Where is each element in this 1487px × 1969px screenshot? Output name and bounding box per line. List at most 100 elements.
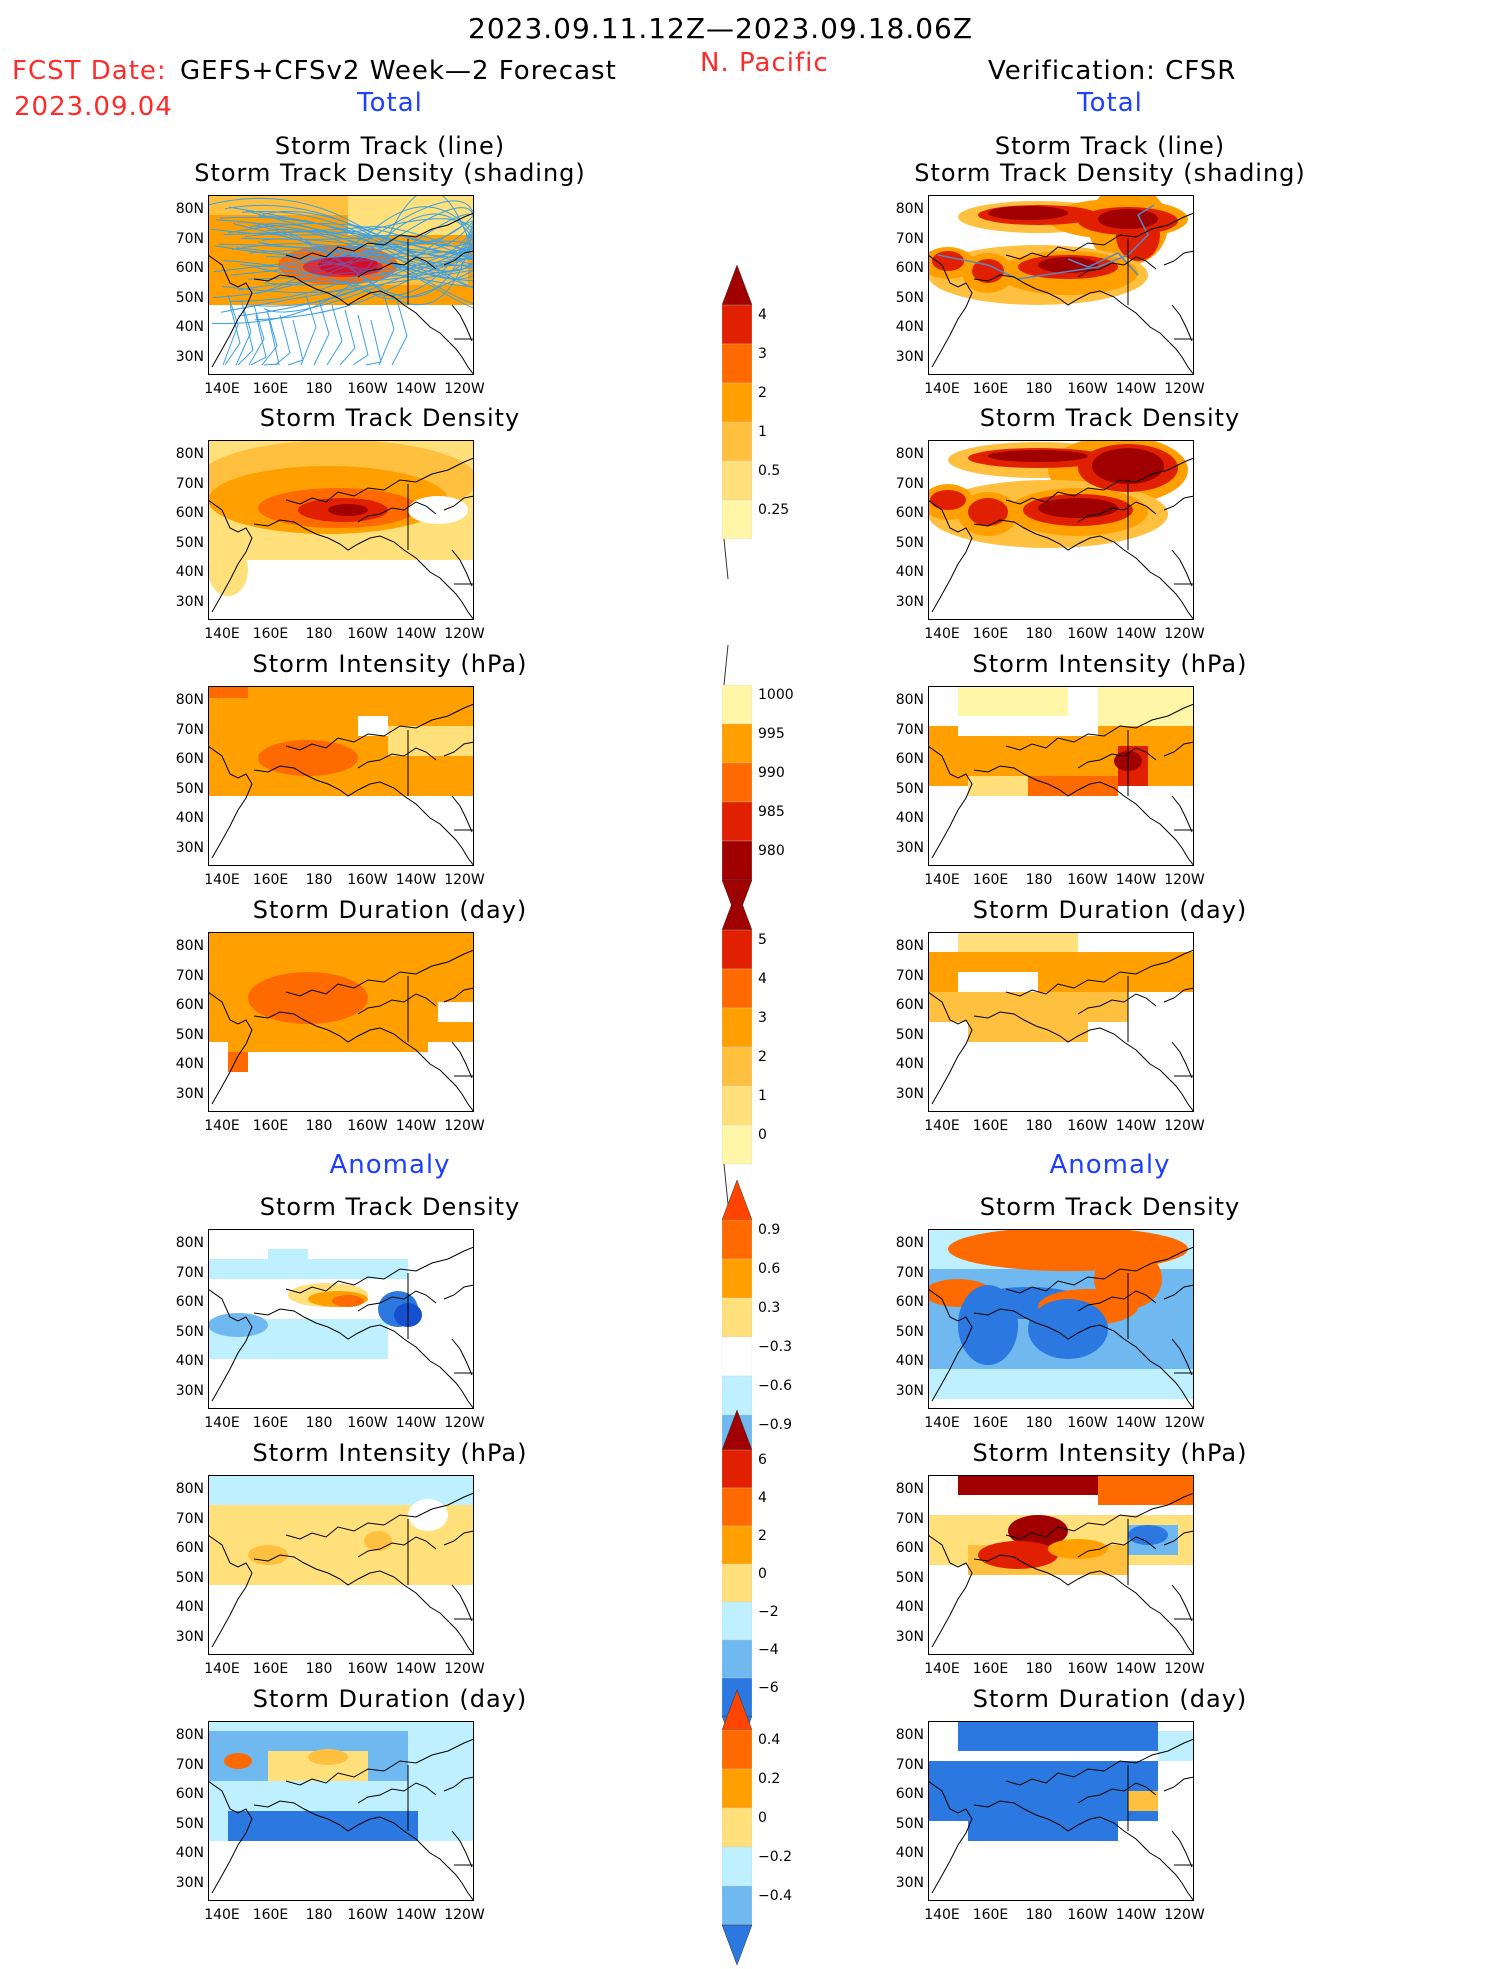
lat-tick-label: 60N bbox=[895, 505, 924, 521]
lat-tick-label: 80N bbox=[895, 1235, 924, 1251]
lon-tick-label: 160W bbox=[1067, 1415, 1108, 1431]
shading-layer bbox=[208, 440, 474, 596]
lon-tick-label: 160W bbox=[1067, 872, 1108, 888]
shading-layer bbox=[248, 972, 368, 1024]
lon-tick-label: 120W bbox=[1164, 1907, 1205, 1923]
lat-tick-label: 80N bbox=[175, 938, 204, 954]
lon-tick-label: 180 bbox=[1025, 1118, 1053, 1134]
coastline bbox=[208, 1738, 474, 1901]
colorbar-label: 0.5 bbox=[758, 462, 781, 479]
lon-tick-label: 160W bbox=[1067, 381, 1108, 397]
lat-tick-label: 70N bbox=[175, 475, 204, 492]
shading-layer bbox=[988, 448, 1164, 518]
lon-tick-label: 140W bbox=[395, 1907, 437, 1923]
lon-tick-label: 160E bbox=[252, 1415, 289, 1431]
lon-tick-label: 160W bbox=[1067, 1118, 1108, 1134]
lat-tick-label: 60N bbox=[895, 1294, 924, 1310]
lat-tick-label: 80N bbox=[895, 201, 924, 217]
map-frame bbox=[208, 1229, 474, 1409]
lat-tick-label: 30N bbox=[895, 1628, 924, 1645]
lat-tick-label: 50N bbox=[175, 780, 204, 797]
lat-tick-label: 50N bbox=[175, 1569, 204, 1586]
lon-tick-label: 160W bbox=[347, 872, 388, 888]
map-panel: 80N 70N 60N 50N 40N 30N 140E 160E 180 160W 140W 120… bbox=[884, 932, 1210, 1138]
coastline bbox=[928, 1492, 1194, 1655]
lon-tick-label: 160W bbox=[347, 1907, 388, 1923]
lon-tick-label: 140E bbox=[924, 1415, 960, 1431]
coastline bbox=[928, 457, 1194, 620]
colorbar-intensity-anomaly: 6 4 2 0 −2 −4 −6 bbox=[721, 1409, 779, 1760]
lon-tick-label: 160E bbox=[972, 1415, 1009, 1431]
panel-title: Storm Intensity (hPa) bbox=[972, 650, 1248, 678]
lon-tick-label: 140W bbox=[395, 1118, 437, 1134]
colorbar-label: −0.9 bbox=[758, 1416, 792, 1433]
lon-tick-label: 160E bbox=[972, 872, 1009, 888]
lon-tick-label: 180 bbox=[1025, 381, 1053, 397]
lat-tick-label: 40N bbox=[175, 810, 204, 826]
panel-title: Storm Intensity (hPa) bbox=[252, 1439, 528, 1467]
map-panel: 80N 70N 60N 50N 40N 30N 140E 160E 180 160W 140W 120… bbox=[884, 195, 1210, 401]
lon-tick-label: 160W bbox=[347, 1118, 388, 1134]
colorbar-label: 2 bbox=[758, 1048, 767, 1065]
map-panel: 80N 70N 60N 50N 40N 30N 140E 160E 180 160W 140W 120… bbox=[884, 1229, 1210, 1435]
lon-tick-label: 140E bbox=[204, 1118, 240, 1134]
lon-tick-label: 140E bbox=[204, 1415, 240, 1431]
lat-tick-label: 80N bbox=[175, 201, 204, 217]
shading-layer bbox=[928, 1229, 1188, 1365]
lon-tick-label: 140E bbox=[204, 872, 240, 888]
map-canvas bbox=[928, 1721, 1194, 1901]
lat-tick-label: 60N bbox=[895, 260, 924, 276]
lon-tick-label: 140W bbox=[1115, 381, 1157, 397]
lat-tick-label: 80N bbox=[895, 1481, 924, 1497]
lat-tick-label: 40N bbox=[895, 1353, 924, 1369]
coastline bbox=[208, 457, 474, 620]
lat-tick-label: 30N bbox=[175, 593, 204, 610]
lat-tick-label: 80N bbox=[895, 1727, 924, 1743]
colorbar-label: 980 bbox=[758, 842, 785, 859]
lon-tick-label: 140E bbox=[924, 1907, 960, 1923]
lat-tick-label: 70N bbox=[895, 721, 924, 738]
coastline bbox=[928, 1738, 1194, 1901]
panel-title: Storm Intensity (hPa) bbox=[252, 650, 528, 678]
map-panel: 80N 70N 60N 50N 40N 30N 140E 160E 180 160W 140W 120… bbox=[164, 440, 490, 646]
fcst-date-label: FCST Date: bbox=[12, 56, 167, 86]
map-canvas bbox=[208, 1475, 474, 1655]
map-frame bbox=[208, 932, 474, 1112]
map-canvas bbox=[208, 686, 474, 866]
lon-tick-label: 160W bbox=[347, 1415, 388, 1431]
colorbar-label: 0.6 bbox=[758, 1260, 781, 1277]
lon-tick-label: 120W bbox=[1164, 626, 1205, 642]
coastline bbox=[208, 703, 474, 866]
panel-title: Storm Track Density bbox=[259, 404, 521, 432]
lat-tick-label: 60N bbox=[895, 997, 924, 1013]
lat-tick-label: 50N bbox=[175, 1323, 204, 1340]
lon-tick-label: 160W bbox=[347, 1661, 388, 1677]
lat-tick-label: 30N bbox=[895, 593, 924, 610]
map-frame bbox=[208, 1475, 474, 1655]
coastline bbox=[928, 212, 1194, 375]
map-canvas bbox=[928, 440, 1194, 620]
lat-tick-label: 80N bbox=[175, 692, 204, 708]
coastline bbox=[208, 212, 474, 375]
lat-tick-label: 30N bbox=[895, 839, 924, 856]
colorbar-density-anomaly: 0.9 0.6 0.3 −0.3 −0.6 −0.9 bbox=[721, 1179, 792, 1498]
lon-tick-label: 120W bbox=[444, 872, 485, 888]
map-canvas bbox=[928, 932, 1194, 1112]
colorbar-label: −0.2 bbox=[758, 1848, 792, 1865]
lon-tick-label: 180 bbox=[1025, 1415, 1053, 1431]
map-frame bbox=[208, 195, 474, 375]
map-canvas bbox=[928, 195, 1194, 375]
lon-tick-label: 120W bbox=[444, 1415, 485, 1431]
lat-tick-label: 70N bbox=[175, 230, 204, 247]
lat-tick-label: 80N bbox=[895, 938, 924, 954]
lat-tick-label: 40N bbox=[175, 1056, 204, 1072]
lat-tick-label: 70N bbox=[895, 1756, 924, 1773]
lon-tick-label: 160E bbox=[972, 1907, 1009, 1923]
lat-tick-label: 30N bbox=[895, 1874, 924, 1891]
lat-tick-label: 60N bbox=[175, 1786, 204, 1802]
lon-tick-label: 180 bbox=[305, 1907, 333, 1923]
panel-title: Storm Track Density bbox=[259, 1193, 521, 1221]
lat-tick-label: 50N bbox=[175, 1026, 204, 1043]
panel-title: Storm Duration (day) bbox=[252, 1685, 528, 1713]
map-frame bbox=[928, 1721, 1194, 1901]
